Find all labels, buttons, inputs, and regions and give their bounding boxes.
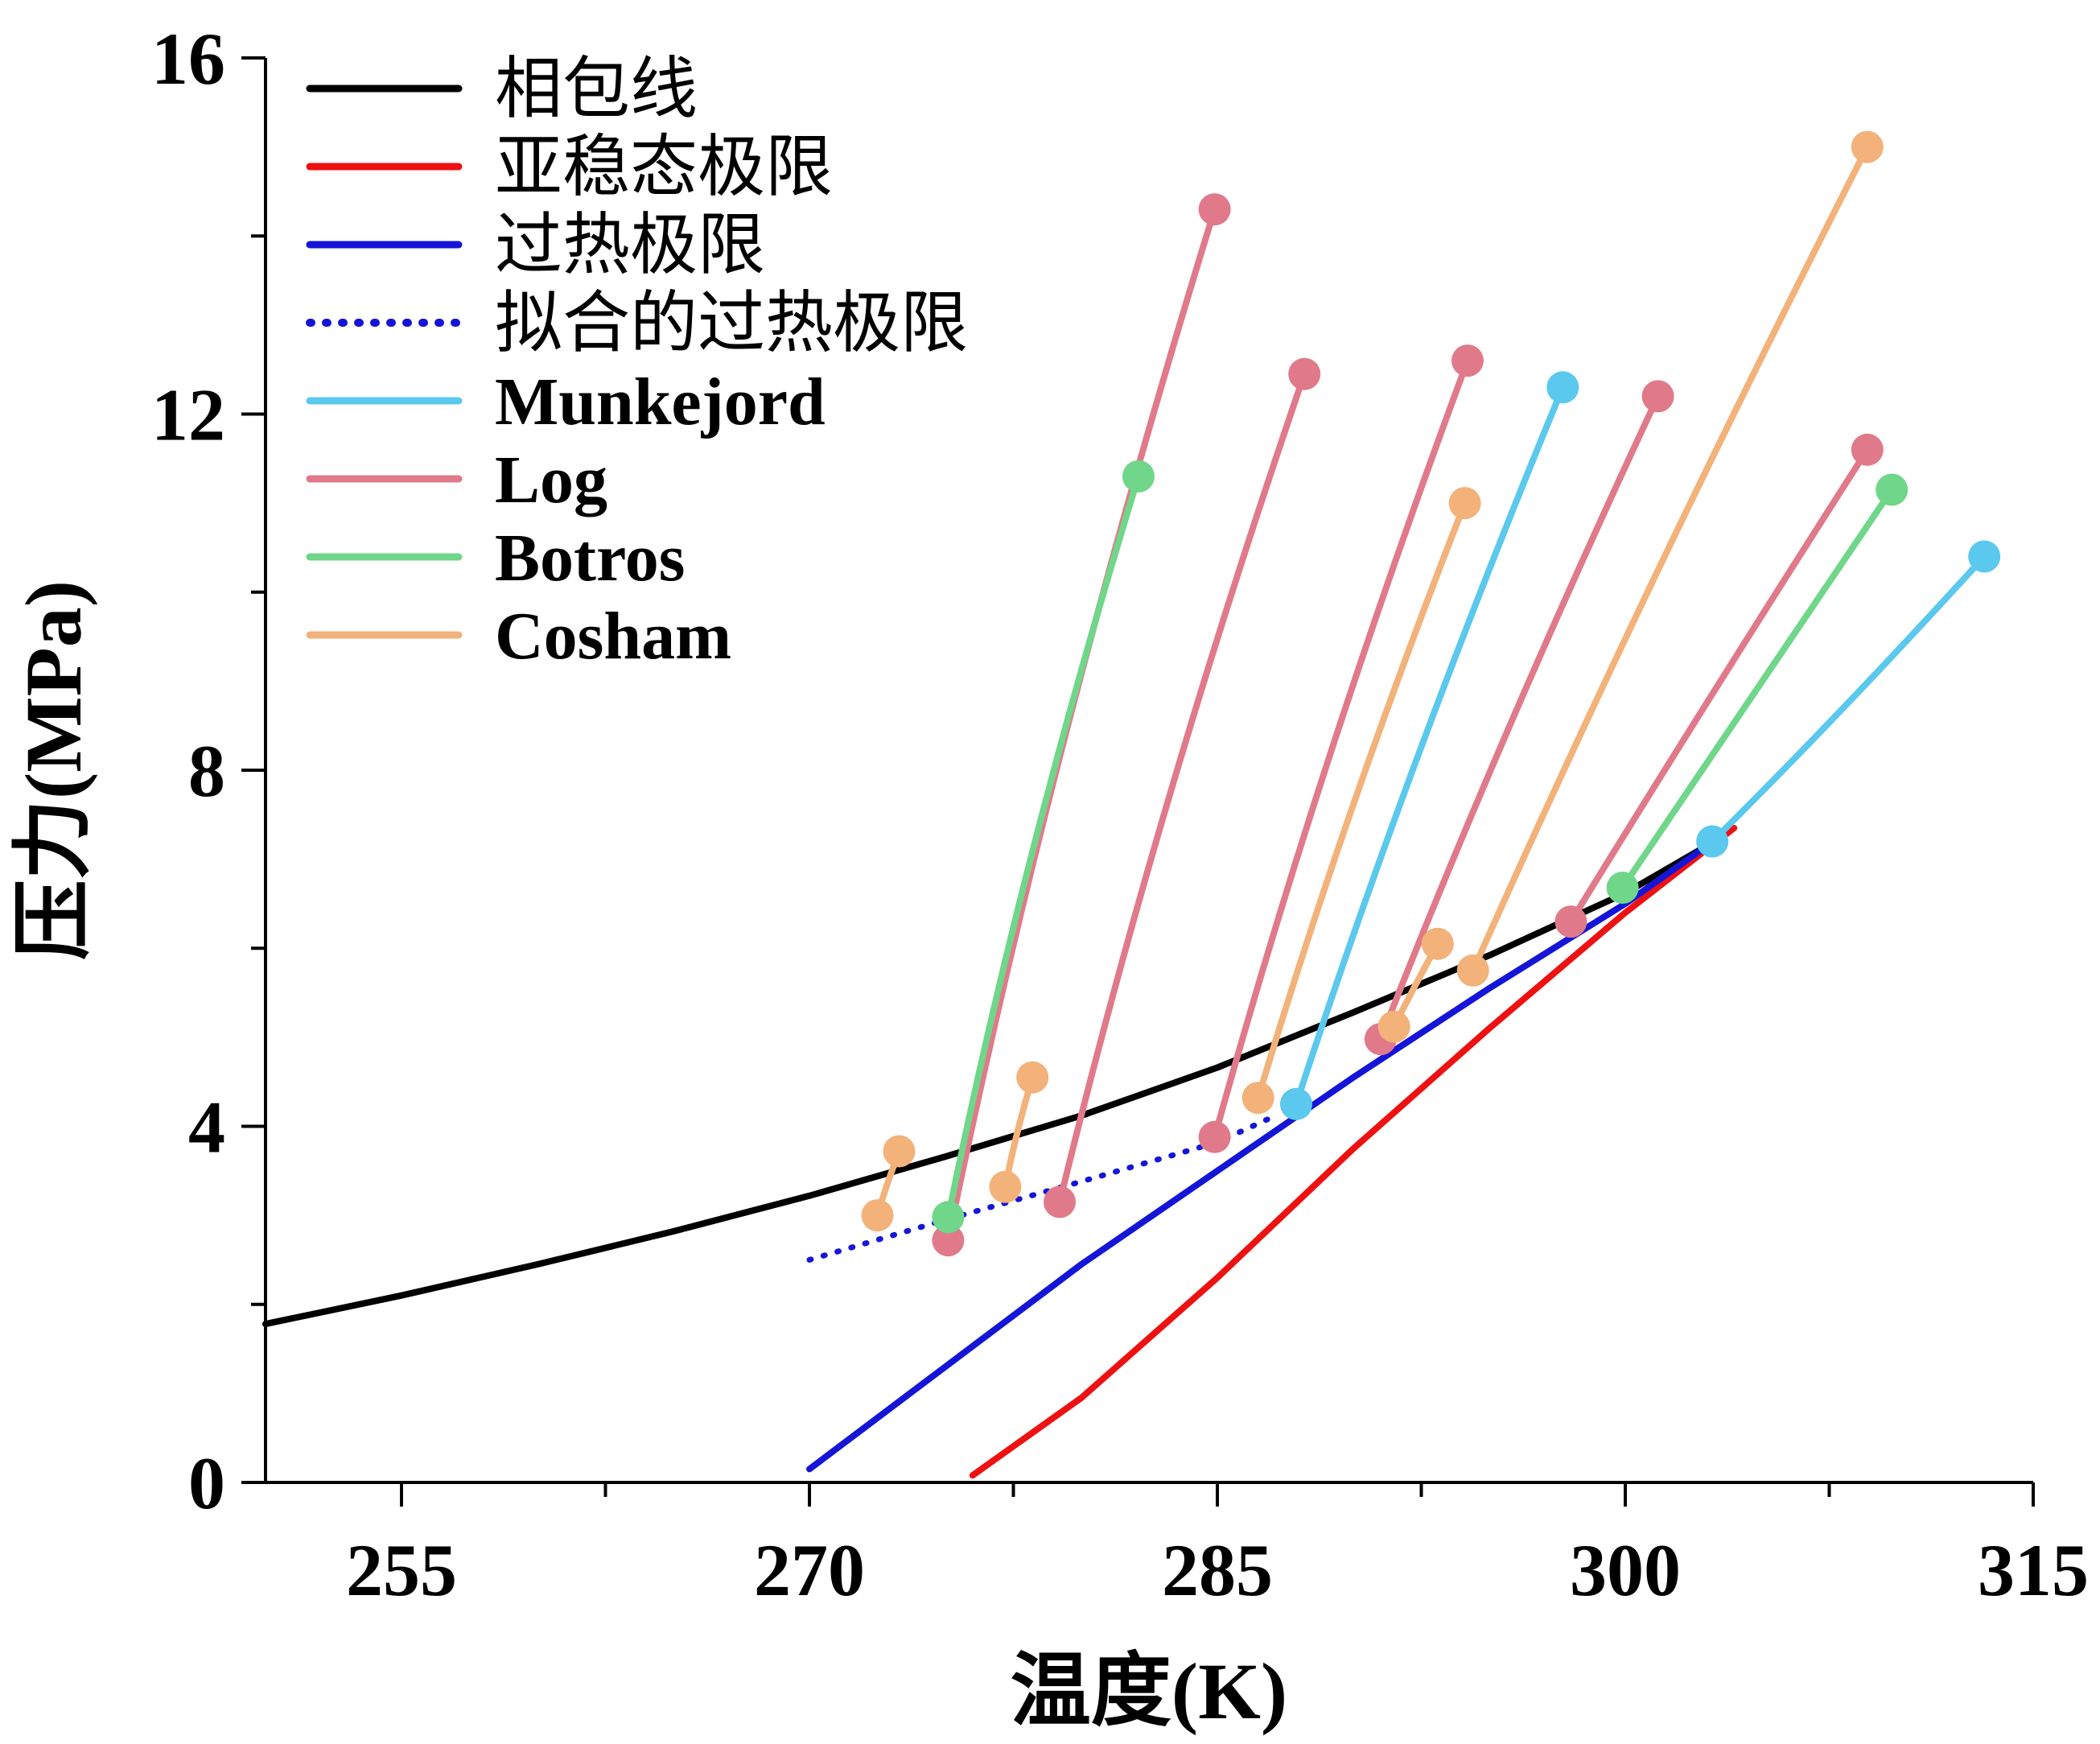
marker-cosham-start-13 — [1456, 954, 1489, 987]
marker-log-start-0 — [932, 1224, 965, 1257]
y-tick-label-0: 0 — [188, 1442, 225, 1524]
marker-botros-end-5 — [1122, 460, 1155, 493]
legend-label-Botros: Botros — [495, 521, 685, 596]
x-tick-label-270: 270 — [754, 1529, 865, 1611]
legend-label-Munkejord: Munkejord — [495, 365, 826, 439]
curve-munkejord-7 — [1293, 384, 1567, 1107]
x-tick-label-315: 315 — [1978, 1529, 2089, 1611]
marker-cosham-start-12 — [1377, 1010, 1410, 1043]
curve-log-1 — [1056, 370, 1308, 1206]
marker-log-start-2 — [1198, 1120, 1231, 1153]
marker-munkejord-start-8 — [1696, 825, 1729, 858]
legend-label-superheat: 过热极限 — [495, 208, 765, 283]
marker-log-start-1 — [1044, 1185, 1076, 1218]
marker-cosham-end-13 — [1851, 130, 1884, 163]
marker-cosham-end-10 — [1016, 1061, 1049, 1094]
curve-botros-5 — [945, 472, 1142, 1221]
legend-label-fitted: 拟合的过热极限 — [495, 287, 968, 361]
marker-munkejord-end-7 — [1546, 371, 1579, 404]
marker-munkejord-end-8 — [1968, 540, 2001, 573]
marker-munkejord-start-7 — [1280, 1087, 1312, 1120]
y-tick-label-4: 4 — [188, 1086, 225, 1169]
x-tick-label-300: 300 — [1570, 1529, 1681, 1611]
legend-label-spinodal: 亚稳态极限 — [495, 130, 833, 205]
curve-cosham-13 — [1469, 143, 1871, 974]
marker-cosham-end-9 — [883, 1135, 916, 1168]
x-tick-label-255: 255 — [346, 1529, 457, 1611]
marker-log-end-2 — [1451, 344, 1484, 377]
marker-botros-start-6 — [1606, 872, 1639, 904]
curve-cosham-11 — [1254, 500, 1468, 1102]
legend-label-envelope: 相包线 — [495, 52, 698, 127]
legend: 相包线亚稳态极限过热极限拟合的过热极限MunkejordLogBotrosCos… — [306, 52, 968, 674]
series-spinodal — [969, 824, 1738, 1479]
marker-cosham-end-11 — [1448, 487, 1481, 520]
y-tick-label-16: 16 — [151, 18, 225, 100]
series-envelope — [262, 843, 1711, 1328]
marker-cosham-start-9 — [861, 1199, 894, 1232]
curve-log-3 — [1377, 393, 1661, 1043]
x-tick-label-285: 285 — [1162, 1529, 1273, 1611]
y-axis-title: 压力(MPa) — [9, 580, 98, 960]
marker-botros-start-5 — [932, 1201, 965, 1234]
y-tick-label-12: 12 — [151, 374, 225, 456]
marker-botros-end-6 — [1876, 473, 1909, 506]
curve-log-2 — [1211, 357, 1471, 1140]
marker-log-start-4 — [1554, 905, 1587, 938]
marker-cosham-end-12 — [1421, 927, 1454, 960]
marker-cosham-start-10 — [989, 1170, 1022, 1203]
series-superheat — [806, 843, 1711, 1473]
marker-log-end-4 — [1851, 433, 1884, 466]
curve-munkejord-8 — [1709, 553, 1988, 845]
legend-label-Log: Log — [495, 443, 607, 517]
legend-label-Cosham: Cosham — [495, 599, 731, 674]
marker-cosham-start-11 — [1241, 1082, 1274, 1115]
ticks: 255 270 285 300 315 0 4 8 12 16 — [151, 18, 2089, 1611]
y-tick-label-8: 8 — [188, 730, 225, 812]
marker-log-end-1 — [1288, 357, 1321, 390]
curve-botros-6 — [1619, 486, 1896, 891]
plot-markers — [861, 130, 2001, 1257]
x-axis-title: 温度(K) — [1011, 1647, 1287, 1736]
curve-log-4 — [1567, 446, 1871, 926]
marker-log-end-3 — [1641, 380, 1674, 413]
marker-log-end-0 — [1198, 193, 1231, 226]
